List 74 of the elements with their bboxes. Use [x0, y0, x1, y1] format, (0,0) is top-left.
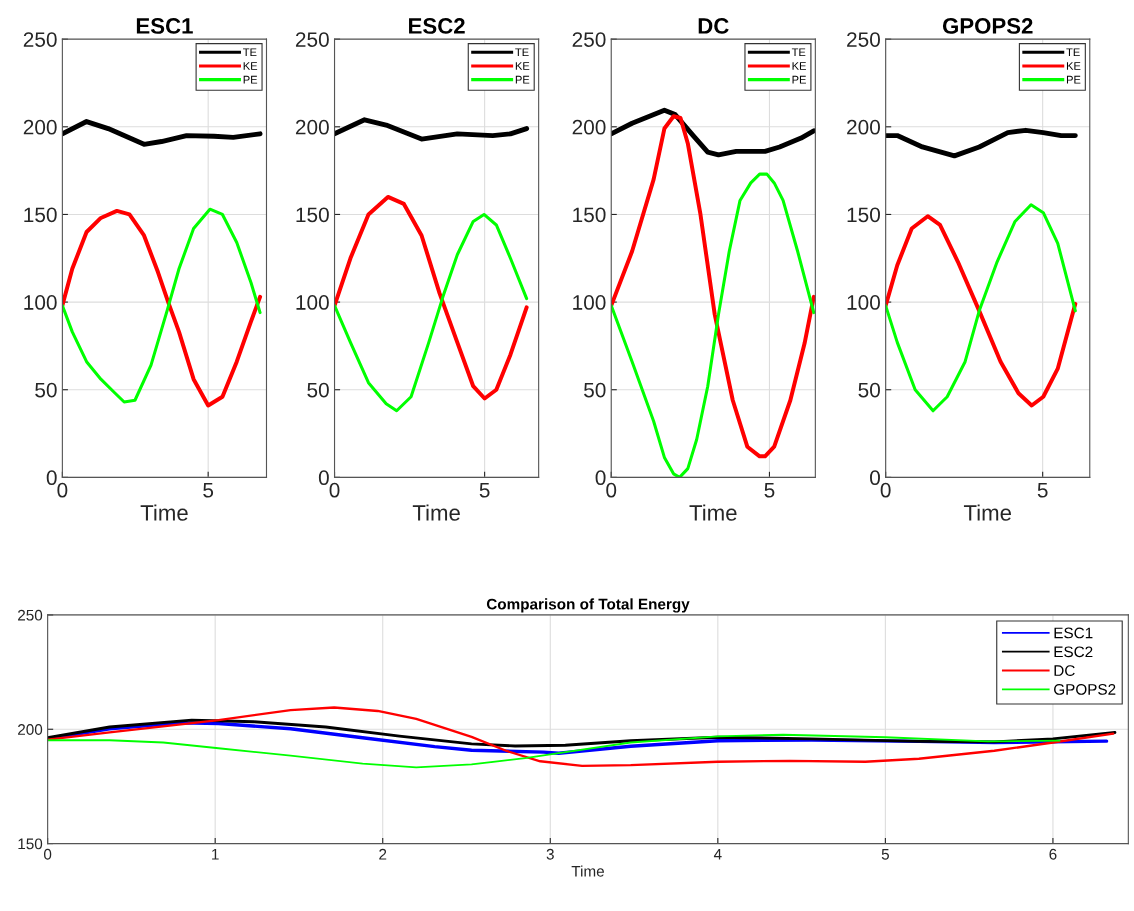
legend-label: DC [1054, 665, 1075, 677]
y-tick-label: 200 [23, 119, 57, 135]
x-tick-label: 5 [1037, 482, 1048, 498]
y-tick-label: 150 [573, 207, 606, 223]
legend-label: KE [515, 62, 530, 70]
x-tick-label: 1 [212, 849, 219, 860]
legend-label: PE [243, 75, 258, 84]
y-tick-label: 100 [296, 295, 329, 310]
chart-title: DC [698, 18, 729, 34]
y-tick-label: 0 [46, 470, 57, 486]
y-tick-label: 250 [847, 32, 880, 47]
line-series [611, 114, 816, 459]
x-tick-label: 5 [203, 482, 214, 498]
x-tick-label: 0 [880, 482, 891, 498]
chart-title: ESC1 [136, 18, 193, 34]
x-axis-title: Time [963, 504, 1011, 521]
y-tick-label: 150 [18, 838, 43, 850]
y-tick-label: 200 [295, 119, 329, 135]
x-tick-label: 4 [713, 849, 722, 860]
y-tick-label: 150 [296, 207, 329, 223]
x-tick-label: 6 [1049, 848, 1057, 860]
x-tick-label: 5 [881, 849, 889, 860]
line-series [62, 119, 263, 147]
y-tick-label: 100 [24, 295, 57, 310]
legend-label: TE [243, 48, 257, 57]
x-tick-label: 0 [329, 482, 340, 498]
y-tick-label: 200 [572, 119, 606, 135]
line-series [611, 107, 816, 158]
y-tick-label: 100 [847, 295, 880, 310]
x-axis-title: Time [571, 865, 604, 877]
y-tick-label: 250 [295, 32, 329, 47]
y-tick-label: 50 [307, 382, 329, 398]
legend-label: PE [792, 75, 806, 84]
y-tick-label: 150 [847, 207, 880, 223]
legend-label: TE [515, 48, 529, 57]
legend-label: KE [792, 62, 806, 70]
legend-label: KE [243, 62, 258, 70]
legend-label: GPOPS2 [1054, 684, 1116, 695]
x-tick-label: 5 [764, 482, 775, 498]
y-tick-label: 50 [35, 382, 57, 398]
x-tick-label: 0 [606, 482, 617, 498]
chart-title: Comparison of Total Energy [486, 598, 690, 613]
y-tick-label: 0 [318, 470, 329, 486]
y-tick-label: 0 [595, 470, 606, 486]
legend-label: KE [1066, 62, 1081, 70]
chart-title: GPOPS2 [942, 18, 1033, 34]
y-tick-label: 50 [584, 382, 606, 398]
x-tick-label: 3 [546, 848, 554, 860]
x-tick-label: 0 [57, 482, 68, 498]
y-tick-label: 50 [858, 382, 880, 398]
legend-label: PE [515, 75, 530, 84]
y-tick-label: 200 [847, 119, 880, 135]
x-tick-label: 2 [379, 848, 387, 860]
chart-title: ESC2 [409, 18, 465, 34]
y-tick-label: 250 [572, 32, 606, 47]
line-series [334, 117, 530, 142]
x-axis-title: Time [140, 504, 188, 521]
line-series [885, 127, 1078, 159]
legend-label: TE [791, 48, 806, 57]
y-tick-label: 100 [573, 295, 606, 310]
x-tick-label: 5 [479, 482, 490, 498]
legend-label: TE [1066, 48, 1080, 57]
legend-label: ESC1 [1054, 627, 1093, 639]
y-tick-label: 0 [870, 470, 880, 486]
legend-label: PE [1066, 75, 1081, 84]
y-tick-label: 250 [23, 32, 57, 47]
x-axis-title: Time [689, 504, 737, 521]
y-tick-label: 200 [18, 724, 43, 735]
x-axis-title: Time [412, 504, 460, 521]
legend-label: ESC2 [1054, 646, 1093, 658]
y-tick-label: 150 [24, 207, 57, 223]
y-tick-label: 250 [18, 609, 43, 621]
line-series [47, 733, 1061, 769]
line-series [47, 706, 1115, 768]
